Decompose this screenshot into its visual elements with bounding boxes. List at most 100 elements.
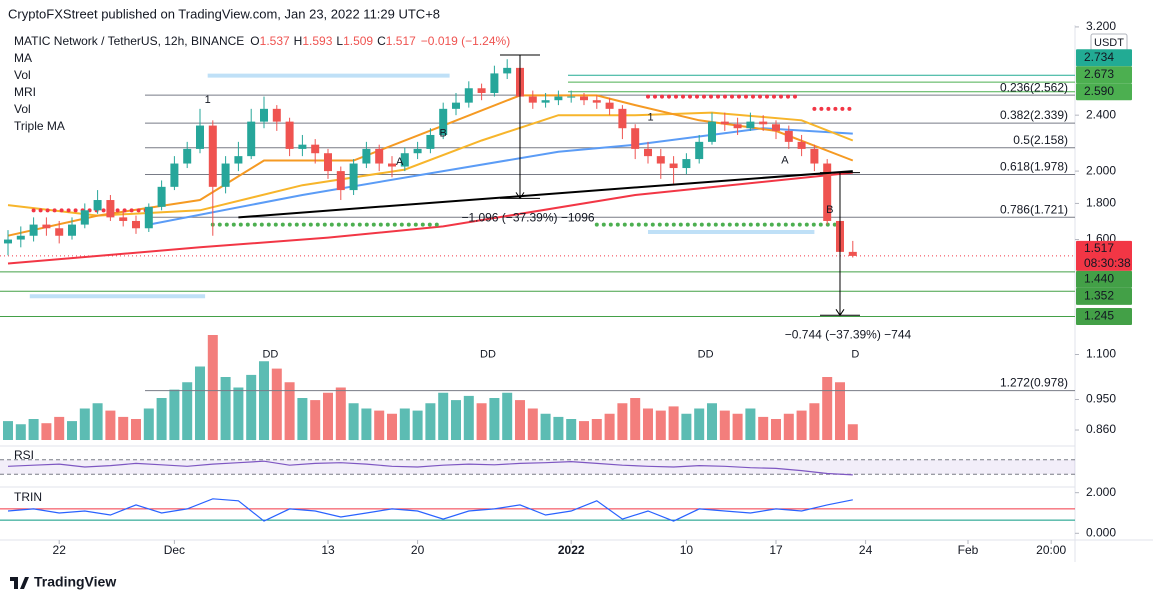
price-tag-label: 1.517 [1084, 241, 1114, 255]
volume-bar [681, 413, 692, 440]
volume-bar [2, 421, 13, 440]
volume-bar [169, 389, 180, 440]
candle-body [746, 121, 755, 129]
candle-body [298, 144, 307, 149]
volume-bar [719, 410, 730, 440]
candle-body [669, 163, 678, 169]
fib-label: 0.236(2.562) [1000, 80, 1068, 94]
x-tick-label: 22 [53, 543, 67, 557]
price-tag-label: 1.440 [1084, 272, 1114, 286]
fib-label: 0.5(2.158) [1013, 133, 1068, 147]
y-tick-label: 1.800 [1086, 196, 1116, 210]
volume-bar [438, 392, 449, 440]
signal: B [826, 204, 833, 216]
candle-body [336, 171, 345, 191]
volume-bar [130, 419, 141, 440]
volume-bar [143, 408, 154, 440]
volume-bar [604, 413, 615, 440]
candle-body [784, 130, 793, 142]
volume-bar [578, 421, 589, 440]
volume-bar [182, 382, 193, 440]
volume-bar [66, 421, 77, 440]
volume-bar [514, 400, 525, 440]
volume-bar [412, 410, 423, 440]
volume-bar [489, 398, 500, 440]
volume-bar [310, 400, 321, 440]
volume-bar [732, 413, 743, 440]
signal: DD [698, 348, 714, 360]
legend-line: MATIC Network / TetherUS, 12h, BINANCE O1… [14, 34, 510, 48]
volume-bar [655, 410, 666, 440]
candle-body [131, 220, 140, 229]
volume-bar [796, 410, 807, 440]
candle-body [579, 96, 588, 101]
candle-body [67, 224, 76, 236]
pane-title: TRIN [14, 490, 42, 504]
candle-body [605, 102, 614, 109]
y-tick-label: 0.860 [1086, 422, 1116, 436]
volume-bar [79, 408, 90, 440]
rsi-line [7, 460, 853, 476]
volume-bar [348, 403, 359, 440]
logo-icon [10, 577, 29, 589]
x-tick-label: 2022 [558, 543, 585, 557]
candle-body [682, 159, 691, 169]
candle-body [810, 148, 819, 164]
candle-body [797, 141, 806, 149]
candle-body [631, 128, 640, 149]
volume-bar [258, 361, 269, 440]
volume-bar [399, 408, 410, 440]
candle-body [451, 102, 460, 109]
price-tag [1076, 66, 1132, 84]
volume-bar [220, 377, 231, 440]
candle-body [733, 124, 742, 129]
candle-body [707, 121, 716, 142]
candle-body [183, 148, 192, 164]
signal: B [440, 128, 447, 140]
candle-body [848, 251, 857, 256]
signal: A [781, 154, 789, 166]
candle-body [592, 100, 601, 103]
moving-average [7, 111, 854, 217]
trin-line [7, 498, 853, 522]
signal: A [396, 156, 404, 168]
legend-key: H [294, 34, 303, 48]
candle-body [771, 124, 780, 131]
volume-bar [502, 392, 513, 440]
fib-label: 1.272(0.978) [1000, 376, 1068, 390]
measure-label: −0.744 (−37.39%) −744 [785, 327, 912, 341]
candle-body [349, 163, 358, 191]
volume-bar [246, 374, 257, 440]
candle-body [119, 217, 128, 221]
brand: TradingView [34, 574, 116, 590]
volume-bar [668, 406, 679, 440]
candle-body [567, 96, 576, 98]
trendline [238, 170, 853, 219]
y-tick-label: 2.000 [1086, 163, 1116, 177]
rsi-band [0, 459, 1075, 475]
candle-body [195, 125, 204, 149]
volume-bar [207, 335, 218, 440]
candle-body [272, 108, 281, 122]
candle-body [144, 206, 153, 229]
volume-bar [194, 366, 205, 440]
y-tick-label: 0.950 [1086, 392, 1116, 406]
candle-body [439, 108, 448, 135]
candle-body [618, 108, 627, 129]
countdown: 08:30:38 [1084, 256, 1131, 270]
x-tick-label: 17 [769, 543, 783, 557]
candle-body [247, 121, 256, 157]
legend-value: 1.537 [260, 34, 290, 48]
main-pane [0, 54, 1075, 440]
volume-bar [770, 419, 781, 440]
candle-body [157, 186, 166, 207]
candle-body [93, 200, 102, 211]
candle-body [477, 88, 486, 93]
volume-bar [617, 403, 628, 440]
volume-bar [809, 403, 820, 440]
candle-body [42, 224, 51, 229]
fib-label: 0.786(1.721) [1000, 202, 1068, 216]
trin-tick-label: 2.000 [1086, 485, 1116, 499]
price-tag [1076, 49, 1132, 67]
candle-body [311, 144, 320, 154]
